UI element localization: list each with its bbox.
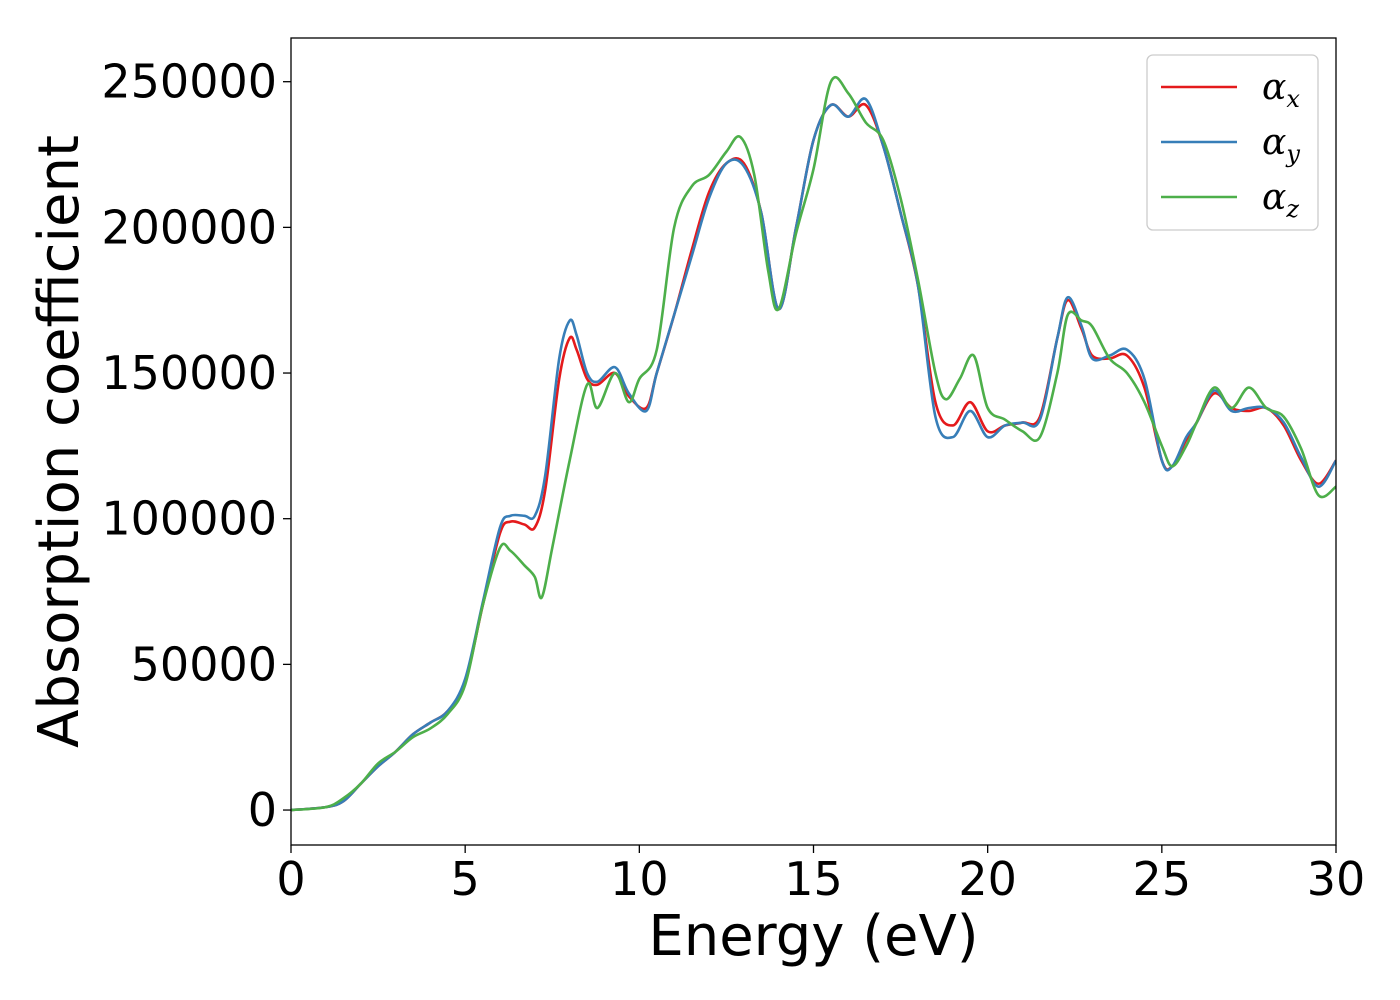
y-tick-label: 0 [248, 783, 277, 837]
x-tick-label: 25 [1133, 852, 1192, 906]
x-tick-label: 15 [784, 852, 843, 906]
legend-label-base: α [1262, 177, 1286, 218]
y-tick-label: 200000 [101, 200, 277, 254]
legend-label-subscript: z [1285, 195, 1299, 223]
y-tick-label: 150000 [101, 346, 277, 400]
legend-label-x: αx [1262, 67, 1300, 113]
y-tick-label: 250000 [101, 55, 277, 109]
x-tick-label: 5 [451, 852, 480, 906]
legend-label-base: α [1262, 122, 1286, 163]
series-line-z [291, 75, 1336, 812]
x-tick-label: 0 [276, 852, 305, 906]
x-tick-label: 10 [610, 852, 669, 906]
legend-label-z: αz [1262, 177, 1299, 223]
y-tick-label: 100000 [101, 492, 277, 546]
legend-label-subscript: x [1286, 85, 1300, 113]
x-axis-label: Energy (eV) [648, 904, 978, 969]
legend-label-base: α [1262, 67, 1286, 108]
y-tick-label: 50000 [131, 637, 277, 691]
legend-label-subscript: y [1285, 140, 1300, 168]
x-tick-label: 30 [1307, 852, 1366, 906]
x-tick-label: 20 [958, 852, 1017, 906]
series-line-y [291, 97, 1336, 812]
legend-label-y: αy [1262, 122, 1300, 168]
y-axis-label: Absorption coefficient [27, 135, 92, 748]
